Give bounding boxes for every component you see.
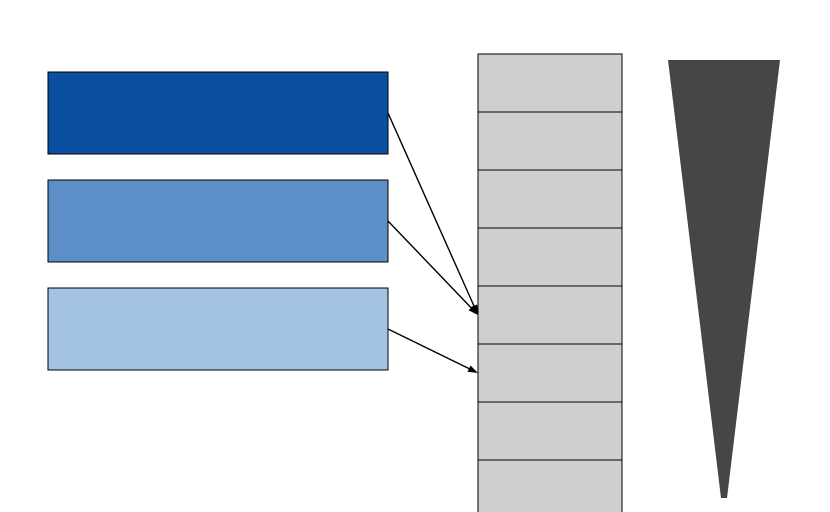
stack-cell-2 bbox=[478, 170, 622, 228]
stack-cell-5 bbox=[478, 344, 622, 402]
arrow-2-shaft bbox=[388, 329, 473, 370]
stack-cell-0 bbox=[478, 54, 622, 112]
left-box-1 bbox=[48, 180, 388, 262]
stack-cell-4 bbox=[478, 286, 622, 344]
left-box-2 bbox=[48, 288, 388, 370]
stack-cell-7 bbox=[478, 460, 622, 512]
left-box-group bbox=[48, 72, 388, 370]
funnel-triangle bbox=[668, 60, 780, 498]
arrow-2-head bbox=[467, 365, 478, 373]
stack-cell-6 bbox=[478, 402, 622, 460]
left-box-0 bbox=[48, 72, 388, 154]
arrow-group bbox=[388, 113, 478, 373]
arrow-0-shaft bbox=[388, 113, 476, 310]
stack-cell-1 bbox=[478, 112, 622, 170]
diagram-canvas bbox=[0, 0, 830, 512]
stack-cell-3 bbox=[478, 228, 622, 286]
arrow-1-shaft bbox=[388, 221, 474, 311]
stack-column bbox=[478, 54, 622, 512]
